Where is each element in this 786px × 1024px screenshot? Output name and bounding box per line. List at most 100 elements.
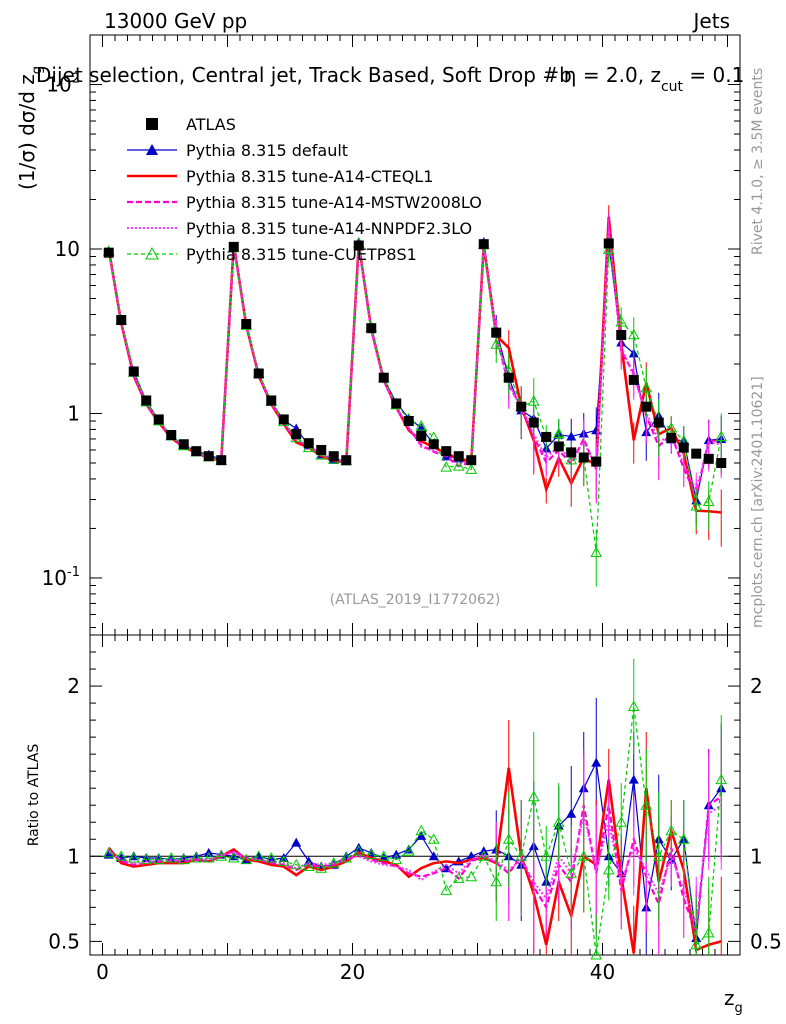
atlas-point xyxy=(703,453,714,464)
ratio-marker-default xyxy=(353,842,364,852)
ratio-marker-cuetp8s1 xyxy=(290,858,303,870)
atlas-point xyxy=(191,446,202,457)
y-axis-label-sub: g xyxy=(30,66,45,74)
ratio-marker-cuetp8s1 xyxy=(665,824,678,836)
ratio-marker-cuetp8s1 xyxy=(552,816,565,827)
legend-label-2: Pythia 8.315 tune-A14-MSTW2008LO xyxy=(186,193,482,212)
x-axis-label: zg xyxy=(724,986,743,1016)
title-tail: = 0.1 xyxy=(683,63,744,87)
ratio-marker-cuetp8s1 xyxy=(365,848,378,860)
marker-cuetp8s1 xyxy=(690,500,703,511)
ratio-marker-cuetp8s1 xyxy=(502,833,515,844)
atlas-point xyxy=(128,366,139,377)
ratio-marker-cuetp8s1 xyxy=(652,850,665,861)
atlas-point xyxy=(228,241,239,252)
marker-cuetp8s1 xyxy=(465,463,478,474)
atlas-point xyxy=(341,455,352,466)
atlas-point xyxy=(716,457,727,468)
marker-cuetp8s1 xyxy=(627,328,640,340)
marker-cuetp8s1 xyxy=(715,430,728,441)
marker-cuetp8s1 xyxy=(565,453,578,465)
ratio-marker-cuetp8s1 xyxy=(527,790,540,802)
ratio-series-line-3 xyxy=(108,804,722,925)
y-tick-label: 10 xyxy=(55,237,80,261)
ratio-marker-cuetp8s1 xyxy=(240,853,253,865)
ratio-marker-cuetp8s1 xyxy=(115,850,128,861)
ratio-marker-cuetp8s1 xyxy=(640,799,653,810)
atlas-point xyxy=(641,401,652,412)
header-left: 13000 GeV pp xyxy=(104,9,247,33)
ratio-y-tick-label-right: 1 xyxy=(750,844,763,868)
marker-cuetp8s1 xyxy=(602,243,615,254)
ratio-marker-cuetp8s1 xyxy=(190,851,203,863)
marker-default xyxy=(566,431,577,441)
ratio-marker-cuetp8s1 xyxy=(277,855,290,866)
atlas-point xyxy=(603,238,614,249)
ratio-marker-cuetp8s1 xyxy=(427,833,440,844)
marker-cuetp8s1 xyxy=(640,381,653,393)
ratio-marker-cuetp8s1 xyxy=(377,850,390,861)
atlas-point xyxy=(328,451,339,462)
legend-label-0: Pythia 8.315 default xyxy=(186,141,348,160)
atlas-point xyxy=(416,430,427,441)
marker-cuetp8s1 xyxy=(452,460,465,471)
ratio-marker-default xyxy=(253,851,264,861)
ratio-marker-cuetp8s1 xyxy=(202,851,215,863)
atlas-point xyxy=(678,442,689,453)
ratio-marker-cuetp8s1 xyxy=(590,948,603,960)
atlas-point xyxy=(178,439,189,450)
ratio-marker-cuetp8s1 xyxy=(415,824,428,836)
atlas-point xyxy=(566,447,577,458)
atlas-point xyxy=(553,441,564,452)
ratio-marker-cuetp8s1 xyxy=(715,773,728,785)
ratio-marker-cuetp8s1 xyxy=(602,863,615,875)
marker-cuetp8s1 xyxy=(702,495,715,507)
x-tick-label: 40 xyxy=(590,960,615,984)
ratio-marker-cuetp8s1 xyxy=(265,851,278,863)
atlas-point xyxy=(103,247,114,258)
legend-label-4: Pythia 8.315 tune-CUETP8S1 xyxy=(186,245,417,264)
legend-atlas-marker xyxy=(146,118,158,130)
marker-cuetp8s1 xyxy=(440,461,453,472)
atlas-point xyxy=(478,239,489,250)
atlas-point xyxy=(428,439,439,450)
ratio-marker-cuetp8s1 xyxy=(352,845,365,856)
ratio-marker-cuetp8s1 xyxy=(540,850,553,861)
marker-cuetp8s1 xyxy=(615,315,628,327)
atlas-point xyxy=(441,446,452,457)
ratio-plot-frame xyxy=(89,634,741,956)
atlas-point xyxy=(516,401,527,412)
ratio-marker-cuetp8s1 xyxy=(702,926,715,938)
ratio-marker-default xyxy=(103,849,114,859)
atlas-point xyxy=(216,455,227,466)
y-tick-label: 10-1 xyxy=(42,565,80,590)
ratio-marker-cuetp8s1 xyxy=(152,853,165,865)
atlas-point xyxy=(491,327,502,338)
atlas-point xyxy=(378,372,389,383)
ratio-series-line-4 xyxy=(108,706,722,956)
legend-marker-cuetp8s1 xyxy=(145,246,159,260)
atlas-point xyxy=(253,368,264,379)
atlas-point xyxy=(666,432,677,443)
marker-cuetp8s1 xyxy=(552,427,565,438)
atlas-point xyxy=(303,438,314,449)
ratio-marker-cuetp8s1 xyxy=(577,850,590,861)
ratio-marker-cuetp8s1 xyxy=(327,857,340,868)
atlas-point xyxy=(653,417,664,428)
ratio-marker-cuetp8s1 xyxy=(690,938,703,950)
x-axis-label-sub: g xyxy=(735,1001,743,1016)
legend-label-1: Pythia 8.315 tune-A14-CTEQL1 xyxy=(186,167,433,186)
atlas-point xyxy=(453,451,464,462)
atlas-point xyxy=(628,374,639,385)
ratio-y-tick-label: 0.5 xyxy=(48,929,80,953)
x-axis-label-text: z xyxy=(724,986,735,1010)
ratio-y-axis-label: Ratio to ATLAS xyxy=(26,744,42,847)
ratio-series-line-0 xyxy=(108,760,722,939)
y-axis-label-text: (1/σ) dσ/d z xyxy=(15,74,39,190)
ratio-series-layer xyxy=(102,658,728,960)
ratio-marker-cuetp8s1 xyxy=(515,850,528,861)
atlas-point xyxy=(166,429,177,440)
atlas-point xyxy=(578,452,589,463)
marker-default xyxy=(591,425,602,435)
ratio-marker-cuetp8s1 xyxy=(440,884,453,895)
